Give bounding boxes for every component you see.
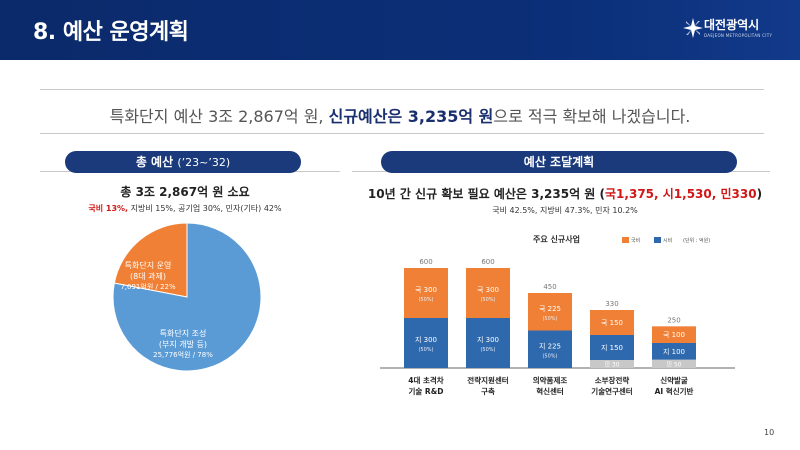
legend-national-swatch (622, 237, 629, 243)
pie-label-construction-line2: (부지 개발 등) (158, 339, 208, 349)
bar-label-national: 국 300 (477, 286, 499, 294)
pie-label-construction-value: 25,776억원 / 78% (153, 350, 213, 359)
bar-segment-private (590, 360, 634, 368)
budget-pie-chart (112, 222, 262, 372)
total-budget-pill-label: 총 예산 (135, 155, 174, 169)
bar-label-city: 지 150 (601, 343, 623, 352)
headline-part1: 특화단지 예산 3조 2,867억 원, (109, 107, 329, 126)
bar-total-label: 600 (419, 258, 432, 266)
total-budget-title: 총 3조 2,867억 원 소요 (120, 185, 250, 199)
bar-segment-city (590, 335, 634, 360)
bar-label-private: 민 30 (604, 361, 619, 369)
bar-segment-city (652, 343, 696, 360)
city-emblem-icon (683, 18, 703, 38)
bar-total-label: 600 (481, 258, 494, 266)
funding-plan-pill: 예산 조달계획 (381, 151, 737, 173)
breakdown-national-share: 국비 13%, (88, 204, 129, 213)
bar-label-city: 지 300 (477, 335, 499, 344)
bar-segment-national (590, 310, 634, 335)
category-label: AI 혁신기반 (655, 386, 694, 396)
funding-plan-pill-label: 예산 조달계획 (523, 155, 595, 169)
total-budget-pill: 총 예산 (’23~’32) (65, 151, 301, 173)
funding-plan-title: 10년 간 신규 확보 필요 예산은 3,235억 원 (국1,375, 시1,… (350, 185, 780, 202)
category-label: 의약품제조 (533, 375, 568, 385)
headline: 특화단지 예산 3조 2,867억 원, 신규예산은 3,235억 원으로 적극… (0, 103, 800, 127)
bar-percent-label: (50%) (418, 347, 433, 353)
funding-plan-shares: 국비 42.5%, 지방비 47.3%, 민자 10.2% (492, 206, 638, 215)
bar-total-label: 450 (543, 283, 556, 291)
bar-percent-label: (50%) (542, 316, 557, 322)
pie-label-operation-value: 7,091억원 / 22% (120, 282, 176, 291)
pie-slice-construction (112, 222, 262, 372)
pie-label-construction-line1: 특화단지 조성 (159, 329, 207, 338)
page-number: 10 (764, 428, 775, 437)
bar-label-national: 국 150 (601, 319, 623, 327)
page-title: 8. 예산 운영계획 (33, 20, 189, 45)
bar-label-national: 국 300 (415, 286, 437, 294)
category-label: 전략지원센터 (467, 375, 508, 385)
bar-label-city: 지 300 (415, 335, 437, 344)
bar-segment-national (652, 326, 696, 343)
funding-plan-title-main: 10년 간 신규 확보 필요 예산은 3,235억 원 ( (367, 187, 606, 201)
pie-label-operation-line2: (8대 과제) (130, 271, 166, 281)
bar-label-national: 국 225 (539, 305, 561, 313)
bar-total-label: 250 (667, 316, 680, 324)
bar-segment-national (528, 293, 572, 331)
bar-label-private: 민 50 (666, 360, 681, 368)
logo-name: 대전광역시 (704, 18, 760, 32)
legend-city-label: 시비 (663, 238, 673, 244)
pie-slice-operation (113, 222, 188, 298)
bar-label-city: 지 100 (663, 347, 685, 356)
bar-label-city: 지 225 (539, 341, 561, 350)
pie-label-operation: 특화단지 운영 (8대 과제) 7,091억원 / 22% (108, 261, 188, 292)
bar-segment-city (466, 318, 510, 368)
bar-segment-city (404, 318, 448, 368)
bar-percent-label: (50%) (480, 297, 495, 303)
bar-label-national: 국 100 (663, 331, 685, 339)
pie-label-operation-line1: 특화단지 운영 (124, 261, 172, 270)
bar-segment-national (404, 268, 448, 318)
funding-plan-title-breakdown: 국1,375, 시1,530, 민330 (605, 187, 757, 201)
category-label: 기술 R&D (409, 386, 444, 396)
bar-segment-private (652, 359, 696, 368)
total-budget-pill-period: (’23~’32) (177, 156, 231, 169)
bar-segment-national (466, 268, 510, 318)
legend-city-swatch (654, 237, 661, 243)
bar-percent-label: (50%) (480, 347, 495, 353)
category-label: 기술연구센터 (591, 386, 632, 396)
headline-part2: 으로 적극 확보해 나겠습니다. (493, 107, 691, 126)
pie-label-construction: 특화단지 조성 (부지 개발 등) 25,776억원 / 78% (138, 329, 228, 360)
bar-segment-city (528, 330, 572, 368)
bar-percent-label: (50%) (418, 297, 433, 303)
category-label: 혁신센터 (536, 386, 564, 396)
category-label: 소부장전략 (595, 375, 630, 385)
logo-subtitle: DAEJEON METROPOLITAN CITY (704, 33, 773, 38)
headline-highlight: 신규예산은 3,235억 원 (328, 107, 494, 126)
bar-percent-label: (50%) (542, 353, 557, 359)
chart-title: 주요 신규사업 (533, 235, 580, 244)
category-label: 신약발굴 (660, 375, 688, 385)
category-label: 구축 (481, 386, 495, 396)
headline-bottom-divider (40, 133, 764, 134)
legend-unit: (단위 : 억원) (683, 238, 711, 244)
category-label: 4대 초격차 (408, 375, 444, 385)
breakdown-rest: 지방비 15%, 공기업 30%, 민자(기타) 42% (128, 204, 282, 213)
bar-total-label: 330 (605, 300, 618, 308)
headline-top-divider (40, 89, 764, 90)
header-bar: 8. 예산 운영계획 대전광역시 DAEJEON METROPOLITAN CI… (0, 0, 800, 60)
funding-plan-title-end: ) (756, 187, 763, 201)
total-budget-breakdown: 국비 13%, 지방비 15%, 공기업 30%, 민자(기타) 42% (40, 203, 330, 214)
legend-national-label: 국비 (631, 238, 641, 244)
city-logo: 대전광역시 DAEJEON METROPOLITAN CITY (678, 14, 788, 48)
